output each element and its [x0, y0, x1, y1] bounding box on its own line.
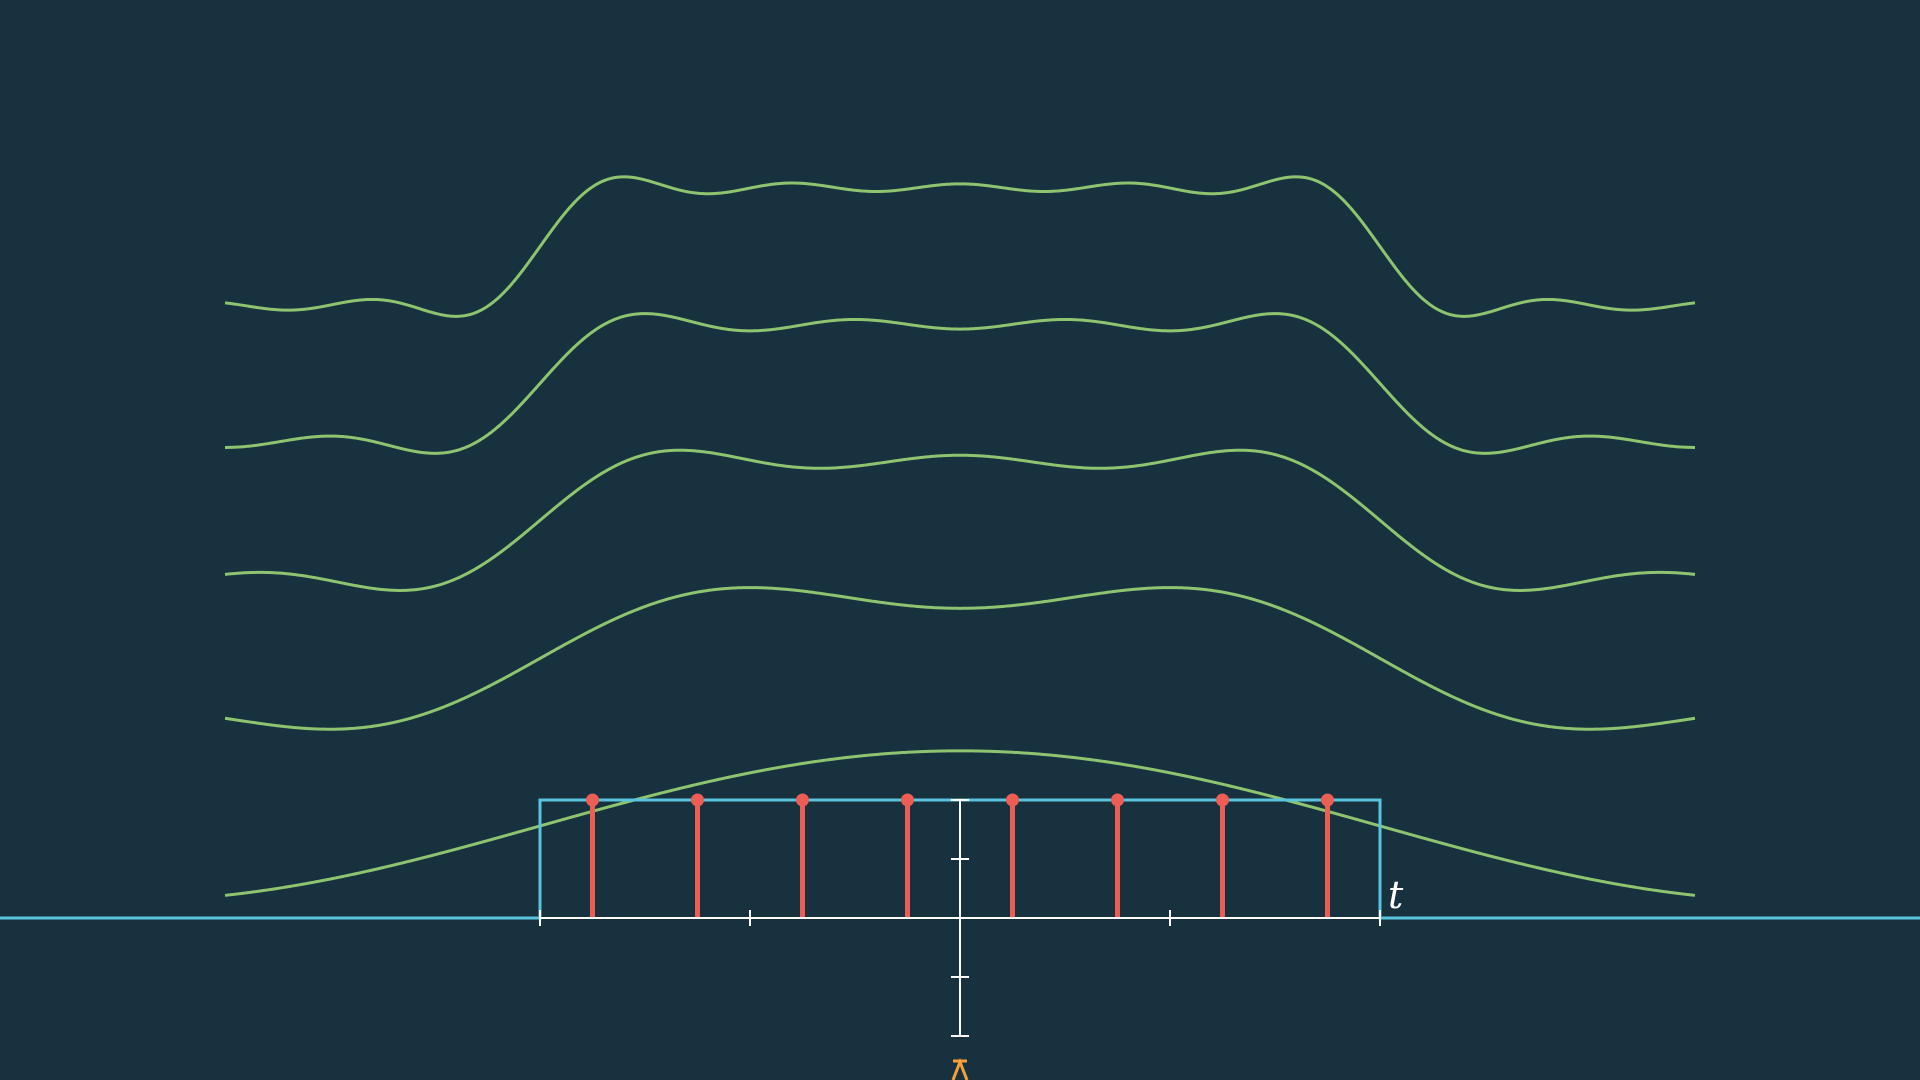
- sample-point: [1321, 793, 1334, 807]
- sample-point: [796, 793, 809, 807]
- sample-stems-group: [586, 793, 1334, 918]
- fourier-series-4: [224, 312, 1696, 455]
- fourier-series-1: [224, 749, 1696, 897]
- axes-group: [539, 799, 1381, 1037]
- orange-marker-shape: [951, 1057, 969, 1080]
- sample-point: [1111, 793, 1124, 807]
- sample-point: [1216, 793, 1229, 807]
- sample-point: [1006, 793, 1019, 807]
- fourier-series-group: [224, 175, 1696, 897]
- fourier-series-2: [224, 586, 1696, 731]
- sample-point: [901, 793, 914, 807]
- sample-point: [691, 793, 704, 807]
- bottom-marker-group: [951, 1057, 969, 1080]
- sample-point: [586, 793, 599, 807]
- x-axis-label: t: [1388, 873, 1404, 917]
- fourier-series-5: [224, 175, 1696, 318]
- fourier-series-3: [224, 448, 1696, 592]
